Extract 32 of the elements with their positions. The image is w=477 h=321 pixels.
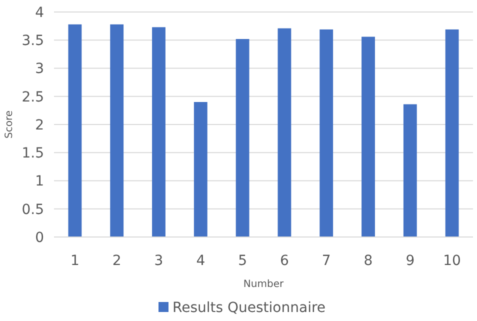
x-tick-label: 7 [322, 253, 331, 269]
x-tick-label: 8 [364, 253, 373, 269]
bar [403, 104, 417, 237]
bar [194, 102, 208, 237]
bar [110, 24, 124, 237]
y-tick-label: 0.5 [22, 202, 44, 218]
y-tick-label: 0 [35, 230, 44, 246]
y-tick-label: 3.5 [22, 33, 44, 50]
x-tick-label: 4 [196, 253, 206, 269]
bar [68, 24, 82, 237]
x-tick-label: 9 [406, 253, 415, 269]
y-tick-label: 2 [35, 117, 44, 134]
bar [362, 36, 375, 237]
bar [445, 29, 459, 237]
y-tick-label: 2.5 [22, 89, 44, 106]
legend-label: Results Questionnaire [172, 300, 326, 316]
x-tick-label: 2 [112, 253, 122, 269]
y-tick-label: 3 [35, 61, 44, 78]
x-tick-label: 10 [443, 253, 461, 269]
y-tick-label: 1.5 [22, 146, 44, 162]
y-axis-title: Score [4, 110, 15, 139]
x-tick-label: 3 [154, 253, 164, 269]
x-tick-label: 1 [70, 253, 80, 269]
bar [236, 39, 250, 237]
bar [278, 28, 292, 237]
bar [320, 29, 334, 237]
x-tick-label: 6 [280, 253, 289, 269]
x-axis-title: Number [243, 279, 284, 290]
y-tick-label: 1 [35, 174, 44, 190]
bar [152, 27, 166, 237]
y-tick-label: 4 [35, 4, 44, 21]
x-tick-label: 5 [238, 253, 248, 269]
